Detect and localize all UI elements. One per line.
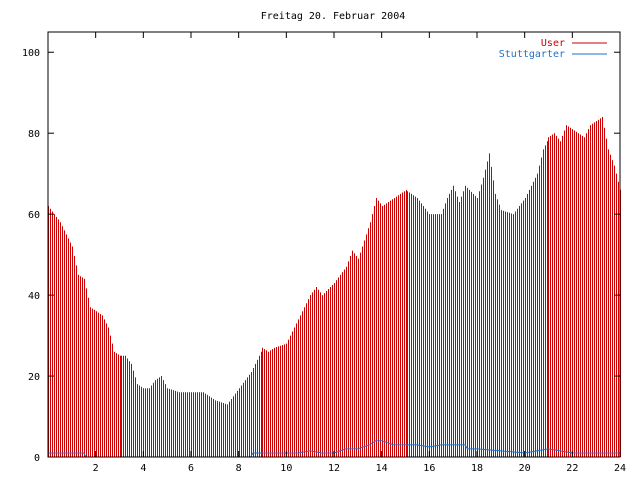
legend-label-stuttgarter: Stuttgarter: [499, 49, 565, 60]
x-tick-label: 24: [614, 463, 626, 474]
x-tick-label: 2: [93, 463, 99, 474]
x-tick-label: 18: [471, 463, 483, 474]
legend: User Stuttgarter: [499, 38, 607, 60]
y-tick-label: 20: [28, 372, 40, 383]
x-tick-label: 22: [566, 463, 578, 474]
x-axis: 2 4 6 8 10 12 14 16 18 20 22 24: [93, 32, 626, 474]
y-tick-label: 0: [34, 453, 40, 464]
x-tick-label: 8: [236, 463, 242, 474]
legend-label-user: User: [541, 38, 565, 49]
x-tick-label: 10: [280, 463, 292, 474]
x-tick-label: 4: [140, 463, 146, 474]
y-tick-label: 60: [28, 210, 40, 221]
series-line-stuttgarter: [48, 440, 620, 458]
x-tick-label: 6: [188, 463, 194, 474]
y-axis: 0 20 40 60 80 100: [22, 48, 620, 464]
x-tick-label: 20: [519, 463, 531, 474]
y-tick-label: 40: [28, 291, 40, 302]
user-impulses: [48, 117, 621, 457]
chart-title: Freitag 20. Februar 2004: [261, 11, 406, 22]
x-tick-label: 12: [328, 463, 340, 474]
x-tick-label: 16: [423, 463, 435, 474]
x-tick-label: 14: [376, 463, 388, 474]
y-tick-label: 80: [28, 129, 40, 140]
y-tick-label: 100: [22, 48, 40, 59]
